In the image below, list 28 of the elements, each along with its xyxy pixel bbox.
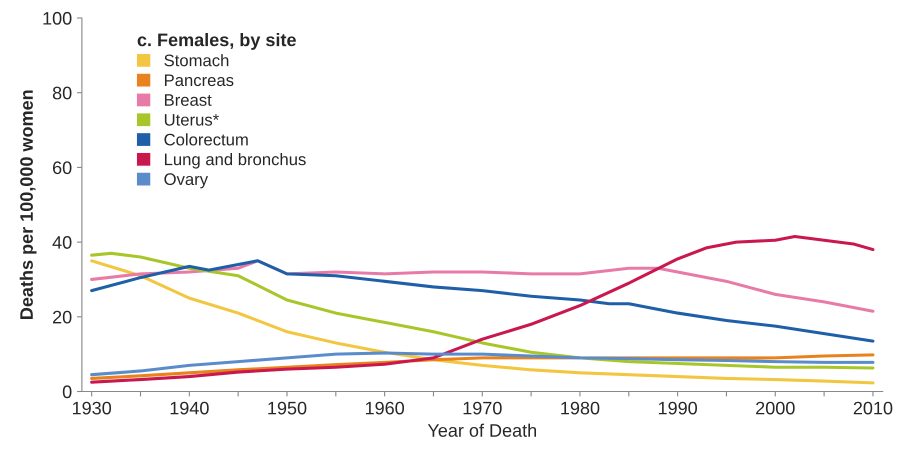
x-axis-title: Year of Death: [428, 424, 536, 437]
x-tick-label: 1930: [72, 402, 112, 414]
y-tick-label: 40: [52, 236, 72, 249]
y-axis-title: Deaths per 100,000 women: [20, 90, 36, 319]
y-tick-label: 0: [62, 385, 72, 398]
legend-label: Breast: [164, 94, 212, 106]
legend-label: Lung and bronchus: [164, 153, 306, 169]
y-tick-label: 20: [53, 310, 72, 324]
x-tick-label: 1980: [561, 402, 600, 414]
x-tick-label: 2010: [854, 402, 892, 414]
legend-label: Ovary: [164, 173, 208, 188]
legend-label: Colorectum: [164, 133, 248, 146]
x-tick-label: 1960: [366, 402, 404, 414]
line-series: [90, 259, 874, 384]
y-tick-label: 80: [52, 86, 72, 100]
line-series: [90, 259, 874, 343]
x-tick-label: 1950: [268, 402, 306, 414]
legend-label: Stomach: [164, 54, 228, 66]
y-tick-label: 60: [53, 161, 72, 174]
x-tick-label: 1990: [658, 402, 697, 414]
x-tick-label: 1940: [170, 402, 209, 414]
legend-label: Pancreas: [164, 74, 234, 86]
legend-label: Uterus*: [164, 114, 219, 126]
legend-title: c. Females, by site: [138, 33, 296, 50]
x-tick-label: 1970: [464, 402, 502, 414]
y-tick-label: 100: [43, 12, 72, 25]
line-series: [90, 234, 874, 384]
x-tick-label: 2000: [756, 402, 795, 414]
